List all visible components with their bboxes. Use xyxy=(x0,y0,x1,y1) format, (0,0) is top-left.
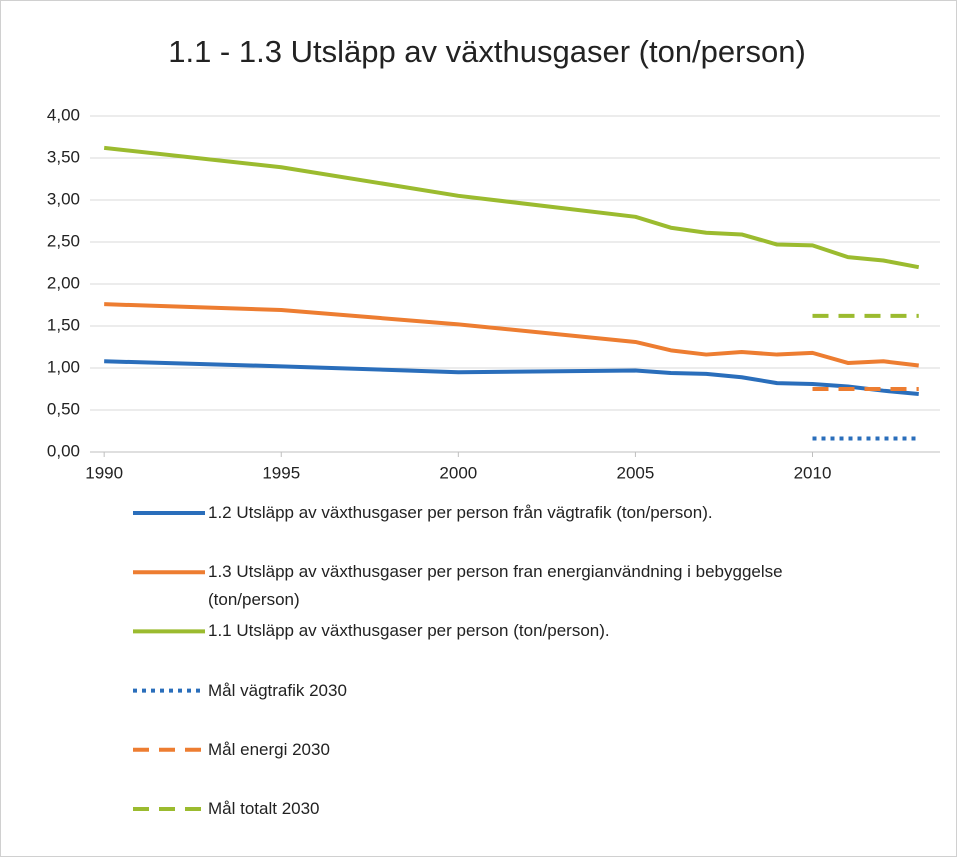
legend-label: 1.1 Utsläpp av växthusgaser per person (… xyxy=(208,621,610,641)
x-tick-label: 2010 xyxy=(794,463,832,482)
legend-entry: Mål totalt 2030 xyxy=(208,799,320,818)
x-tick-label: 2000 xyxy=(439,463,477,482)
y-tick-label: 1,50 xyxy=(47,315,80,334)
x-tick-label: 2005 xyxy=(617,463,655,482)
y-tick-label: 1,00 xyxy=(47,357,80,376)
legend-label: Mål vägtrafik 2030 xyxy=(208,680,347,700)
series-line xyxy=(103,145,920,270)
legend-label: Mål totalt 2030 xyxy=(208,799,320,818)
y-tick-label: 3,50 xyxy=(47,147,80,166)
legend-label: 1.2 Utsläpp av växthusgaser per person f… xyxy=(208,503,713,522)
y-tick-label: 2,50 xyxy=(47,231,80,250)
series-line xyxy=(104,302,919,368)
legend-entry: 1.1 Utsläpp av växthusgaser per person (… xyxy=(208,621,610,641)
legend-label: 1.3 Utsläpp av växthusgaser per person f… xyxy=(208,562,783,610)
y-tick-label: 2,00 xyxy=(47,273,80,292)
legend-entry: Mål energi 2030 xyxy=(208,739,330,759)
legend-label: Mål energi 2030 xyxy=(208,739,330,759)
x-tick-label: 1995 xyxy=(262,463,300,482)
y-tick-label: 0,00 xyxy=(47,441,80,460)
chart-title: 1.1 - 1.3 Utsläpp av växthusgaser (ton/p… xyxy=(168,34,806,69)
y-tick-label: 3,00 xyxy=(47,189,80,208)
legend-entry: Mål vägtrafik 2030 xyxy=(208,680,347,700)
y-tick-label: 0,50 xyxy=(47,399,80,418)
y-tick-label: 4,00 xyxy=(47,105,80,124)
legend-entry: 1.3 Utsläpp av växthusgaser per person f… xyxy=(208,562,783,610)
x-tick-label: 1990 xyxy=(85,463,123,482)
legend-entry: 1.2 Utsläpp av växthusgaser per person f… xyxy=(208,503,713,522)
